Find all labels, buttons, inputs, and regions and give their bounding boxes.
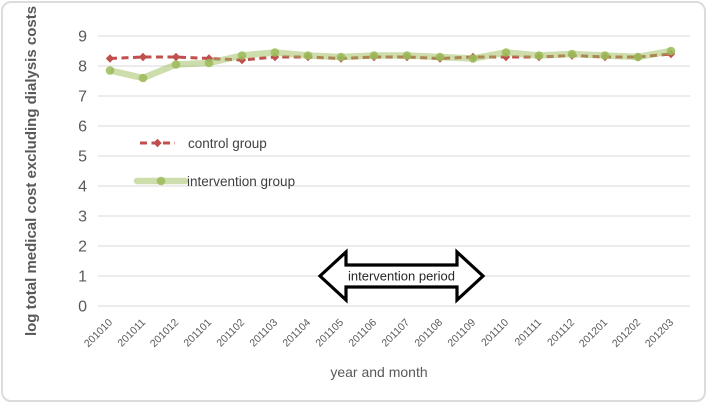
x-tick-label: 201110 xyxy=(479,317,511,349)
intervention-marker-circle xyxy=(138,73,148,83)
x-tick-label: 201101 xyxy=(181,317,214,350)
intervention-marker-circle xyxy=(402,51,412,60)
y-tick-label: 3 xyxy=(78,209,87,226)
y-tick-label: 1 xyxy=(78,269,87,286)
x-tick-label: 201109 xyxy=(445,317,478,350)
x-tick-label: 201010 xyxy=(82,317,115,350)
intervention-marker-circle xyxy=(600,51,610,60)
intervention-marker-circle xyxy=(303,51,313,60)
intervention-period-label: intervention period xyxy=(348,269,455,284)
y-tick-label: 5 xyxy=(78,149,87,166)
x-tick-label: 201202 xyxy=(610,317,643,350)
intervention-marker-circle xyxy=(435,52,445,62)
y-tick-label: 8 xyxy=(78,59,87,76)
legend-intervention-marker-icon xyxy=(156,176,166,186)
legend-control-marker-icon xyxy=(153,138,162,148)
x-tick-label: 201102 xyxy=(214,317,247,350)
y-tick-label: 2 xyxy=(78,239,87,256)
control-marker-diamond xyxy=(138,52,148,62)
x-tick-label: 201105 xyxy=(313,317,346,350)
x-tick-label: 201011 xyxy=(115,317,148,350)
chart-svg: 0 1 2 3 4 5 6 7 8 9 log total medical cost excludi… xyxy=(23,6,690,380)
y-tick-label: 7 xyxy=(78,89,87,106)
intervention-period-arrow xyxy=(317,248,486,304)
legend-control-label: control group xyxy=(188,136,267,151)
intervention-marker-circle xyxy=(369,51,379,60)
intervention-marker-circle xyxy=(336,52,346,62)
intervention-marker-circle xyxy=(501,48,511,57)
intervention-marker-circle xyxy=(633,52,643,62)
intervention-marker-circle xyxy=(468,54,478,63)
intervention-marker-circle xyxy=(270,48,280,57)
x-tick-label: 201201 xyxy=(577,317,610,350)
x-tick-label: 201106 xyxy=(346,317,379,350)
x-tick-label: 201203 xyxy=(643,317,676,350)
y-tick-label: 4 xyxy=(78,179,87,196)
intervention-marker-circle xyxy=(105,66,115,75)
x-tick-label: 201012 xyxy=(148,317,181,350)
y-tick-label: 9 xyxy=(78,29,87,46)
intervention-marker-circle xyxy=(534,51,544,60)
control-marker-diamond xyxy=(237,55,247,65)
x-tick-label: 201111 xyxy=(513,317,545,349)
intervention-marker-circle xyxy=(237,51,247,60)
control-marker-diamond xyxy=(105,54,115,63)
x-tick-label: 201108 xyxy=(412,317,445,350)
intervention-marker-circle xyxy=(666,46,676,56)
intervention-marker-circle xyxy=(204,58,214,68)
x-tick-label: 201103 xyxy=(247,317,280,350)
x-tick-label: 201112 xyxy=(545,317,577,349)
control-marker-diamond xyxy=(171,52,181,62)
x-tick-label: 201107 xyxy=(379,317,412,350)
intervention-marker-circle xyxy=(567,49,577,59)
legend-intervention-label: intervention group xyxy=(187,174,295,189)
y-tick-label: 6 xyxy=(78,119,87,136)
intervention-series-line xyxy=(109,47,672,82)
x-axis-title: year and month xyxy=(330,364,427,380)
y-tick-label: 0 xyxy=(78,299,87,316)
x-tick-label: 201104 xyxy=(280,317,313,350)
intervention-marker-circle xyxy=(171,60,181,69)
control-marker-diamond xyxy=(204,54,214,63)
y-axis-title: log total medical cost excluding dialysi… xyxy=(23,6,40,336)
